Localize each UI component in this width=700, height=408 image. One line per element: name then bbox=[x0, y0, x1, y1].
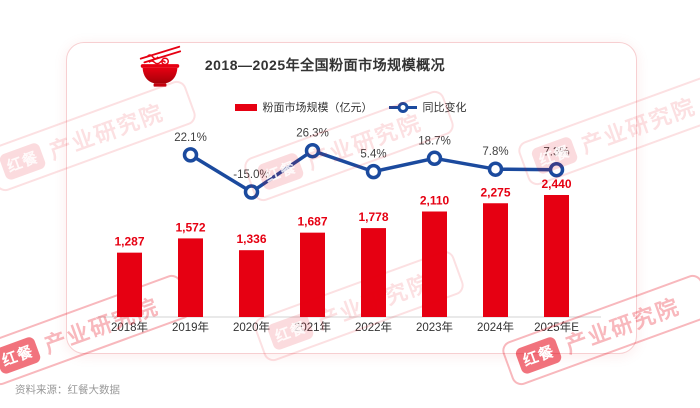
x-tick-label: 2018年 bbox=[111, 320, 148, 334]
yoy-value-label: 18.7% bbox=[418, 135, 451, 147]
yoy-value-label: 22.1% bbox=[174, 132, 207, 144]
x-tick-label: 2020年 bbox=[233, 320, 270, 334]
chart-card bbox=[66, 42, 637, 354]
yoy-value-label: -15.0% bbox=[233, 169, 269, 181]
legend: 粉面市场规模（亿元） 同比变化 bbox=[66, 99, 635, 115]
bar-2025年E bbox=[544, 195, 569, 317]
x-tick-label: 2025年E bbox=[534, 320, 579, 334]
bar-value-label: 2,275 bbox=[480, 185, 510, 199]
yoy-marker bbox=[243, 184, 260, 200]
yoy-marker bbox=[487, 161, 504, 177]
bar-value-label: 2,440 bbox=[541, 177, 571, 191]
x-tick-label: 2021年 bbox=[294, 320, 331, 334]
x-tick-label: 2022年 bbox=[355, 320, 392, 334]
yoy-value-label: 26.3% bbox=[296, 128, 329, 140]
chart-title: 2018—2025年全国粉面市场规模概况 bbox=[204, 57, 446, 73]
x-tick-label: 2023年 bbox=[416, 320, 453, 334]
source-note: 资料来源：红餐大数据 bbox=[15, 384, 120, 396]
bar-value-label: 1,778 bbox=[358, 210, 388, 224]
legend-bar-label: 粉面市场规模（亿元） bbox=[262, 102, 373, 114]
legend-item-line: 同比变化 bbox=[388, 99, 467, 115]
bar-value-label: 1,572 bbox=[175, 220, 205, 234]
line-marker-icon bbox=[388, 101, 417, 113]
yoy-marker bbox=[365, 163, 382, 180]
noodle-bowl-icon bbox=[139, 45, 182, 87]
bar-2018年 bbox=[117, 252, 142, 317]
x-tick-label: 2024年 bbox=[477, 320, 514, 334]
legend-item-bar: 粉面市场规模（亿元） bbox=[234, 99, 373, 115]
bar-2022年 bbox=[361, 228, 386, 317]
bar-swatch-icon bbox=[234, 103, 257, 111]
bar-2020年 bbox=[239, 250, 264, 317]
yoy-marker bbox=[426, 150, 443, 167]
bar-2023年 bbox=[422, 211, 447, 317]
x-tick-label: 2019年 bbox=[172, 320, 209, 334]
yoy-value-label: 7.8% bbox=[482, 146, 508, 158]
yoy-marker bbox=[304, 142, 321, 159]
bar-value-label: 1,687 bbox=[297, 215, 327, 229]
bar-2019年 bbox=[178, 238, 203, 317]
bar-value-label: 1,336 bbox=[236, 232, 266, 246]
yoy-value-label: 5.4% bbox=[360, 149, 386, 161]
legend-line-label: 同比变化 bbox=[422, 102, 467, 114]
bar-2021年 bbox=[300, 232, 325, 317]
bar-2024年 bbox=[483, 203, 508, 317]
bar-value-label: 2,110 bbox=[420, 194, 450, 208]
yoy-marker bbox=[548, 161, 565, 178]
bar-value-label: 1,287 bbox=[114, 235, 144, 249]
yoy-value-label: 7.3% bbox=[543, 147, 569, 159]
yoy-marker bbox=[182, 147, 199, 163]
